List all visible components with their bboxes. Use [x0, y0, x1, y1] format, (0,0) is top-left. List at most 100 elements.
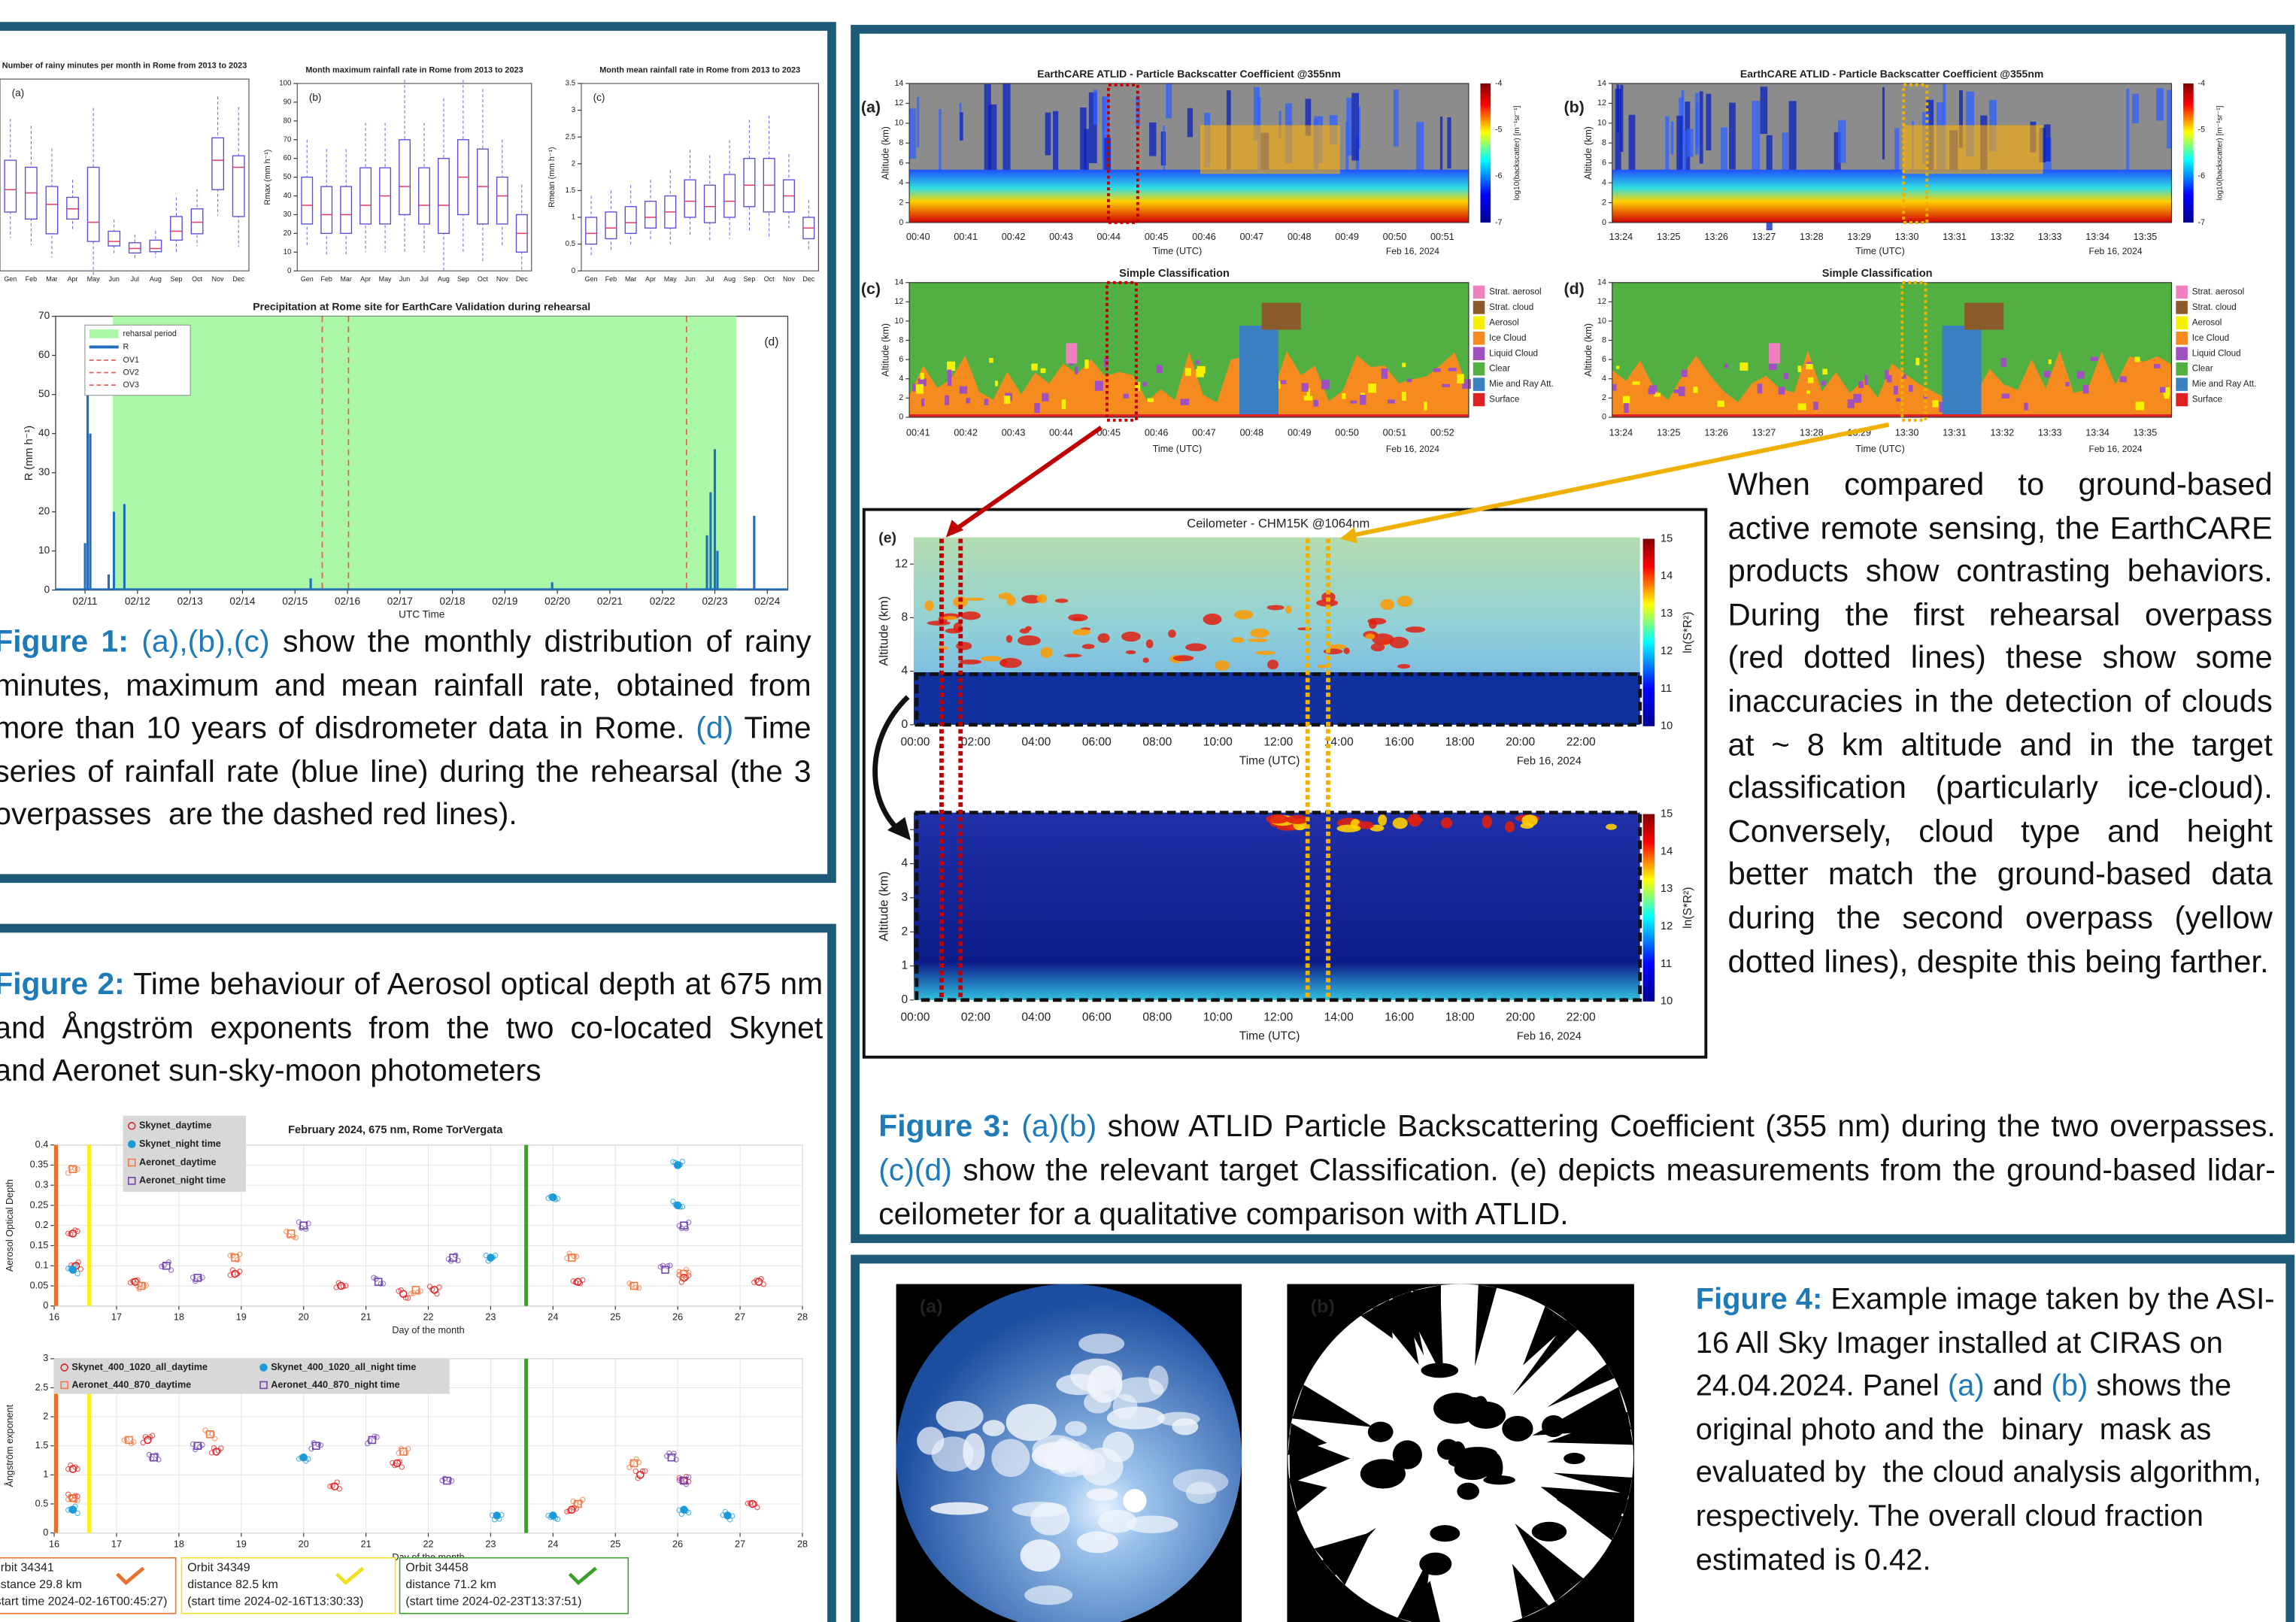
axis-label: Time (UTC) [1153, 444, 1203, 454]
y-tick-label: 70 [38, 310, 50, 321]
axis-label: log10(backscatter) [m⁻¹sr⁻¹] [1513, 105, 1521, 200]
quicklook-aerosol [909, 170, 1469, 223]
quicklook-streak [1695, 92, 1699, 154]
legend-swatch [2176, 301, 2188, 314]
date-label: Feb 16, 2024 [1386, 246, 1439, 256]
cloud-streak [1378, 814, 1387, 826]
class-aerosol [984, 399, 989, 405]
cloud-streak [1232, 637, 1245, 643]
cloud-streak [1037, 594, 1047, 603]
x-tick-label: 13:30 [1895, 232, 1919, 242]
x-tick-label: 08:00 [1142, 735, 1172, 748]
axis-label: Aerosol Optical Depth [5, 1179, 15, 1272]
x-tick-label: 13:25 [1657, 428, 1681, 438]
class-aerosol [945, 396, 949, 405]
class-attenuated [1943, 326, 1982, 414]
cloud-streak [998, 593, 1012, 599]
x-tick-label: 04:00 [1021, 735, 1051, 748]
class-aerosol [1797, 403, 1806, 410]
cloud-streak [1267, 659, 1278, 669]
panel-label: (b) [1564, 99, 1584, 117]
chart-title: Simple Classification [1822, 268, 1933, 280]
cloud-streak [1215, 660, 1230, 671]
y-tick-label: 8 [1602, 335, 1606, 344]
x-tick-label: 13:26 [1704, 232, 1728, 242]
y-tick-label: 60 [284, 154, 292, 162]
point [724, 1512, 731, 1519]
mask-cloud [1458, 1447, 1497, 1460]
cloud-streak [1397, 664, 1410, 669]
cloud-streak [1006, 635, 1013, 643]
x-tick-label: 00:42 [1002, 232, 1026, 242]
class-aerosol [1031, 364, 1037, 371]
panel-label: (c) [861, 280, 881, 298]
x-tick-label: 02/15 [282, 596, 308, 607]
box [87, 167, 99, 241]
x-tick-label: 00:44 [1049, 428, 1073, 438]
x-tick-label: Aug [438, 275, 450, 283]
cloud-streak [1606, 824, 1617, 830]
class-aerosol [1779, 387, 1785, 394]
cloud-streak [1372, 633, 1394, 644]
x-tick-label: Oct [764, 275, 775, 283]
x-tick-label: Jun [399, 275, 410, 283]
x-tick-label: 02/22 [650, 596, 675, 607]
caption-run: Figure 3: [878, 1110, 1011, 1144]
quicklook-streak [1729, 103, 1736, 170]
mask-cloud [1430, 1525, 1460, 1542]
y-tick-label: 0 [287, 267, 292, 275]
class-aerosol [1813, 402, 1818, 410]
panel-label: (a) [12, 87, 25, 99]
class-aerosol [1932, 400, 1938, 407]
colorbar-tick: -6 [1495, 171, 1503, 180]
orbit-text: distance 71.2 km [405, 1578, 496, 1591]
class-aerosol [1402, 362, 1406, 367]
y-tick-label: 60 [38, 349, 50, 360]
x-tick-label: 13:33 [2038, 428, 2062, 438]
x-tick-label: Apr [68, 275, 78, 283]
x-tick-label: Apr [645, 275, 656, 283]
class-aerosol [948, 369, 951, 378]
box [5, 160, 16, 212]
figure4-caption: Figure 4: Example image taken by the ASI… [1696, 1278, 2282, 1581]
x-tick-label: 13:32 [1991, 232, 2015, 242]
legend-label: Skynet_400_1020_all_night time [271, 1362, 416, 1372]
cloud-streak [1142, 657, 1148, 662]
class-aerosol [1084, 359, 1088, 368]
x-tick-label: 02:00 [961, 735, 990, 748]
x-tick-label: Sep [171, 275, 183, 283]
x-tick-label: 22:00 [1567, 735, 1596, 748]
x-tick-label: Oct [478, 275, 488, 283]
x-tick-label: Jun [108, 275, 119, 283]
date-label: Feb 16, 2024 [1517, 1030, 1582, 1042]
x-tick-label: 13:24 [1609, 428, 1633, 438]
cloud-streak [1185, 643, 1206, 651]
x-tick-label: Mar [340, 275, 351, 283]
class-strat-aerosol [1066, 343, 1077, 363]
quicklook-streak [2126, 89, 2129, 172]
class-aerosol [1693, 387, 1697, 393]
class-aerosol [1848, 399, 1855, 408]
y-tick-label: 0 [43, 1300, 48, 1311]
quicklook-streak [1166, 83, 1172, 118]
class-aerosol [1075, 366, 1078, 374]
x-tick-label: 25 [610, 1539, 620, 1550]
legend-label: OV2 [123, 368, 139, 377]
class-aerosol [1402, 392, 1406, 401]
legend-swatch [2176, 393, 2188, 407]
class-aerosol [2001, 358, 2007, 367]
panel-label: (c) [593, 92, 605, 103]
box [438, 159, 450, 234]
class-aerosol [1909, 385, 1912, 392]
legend-label: Aerosol [1489, 317, 1519, 327]
quicklook-streak [1187, 108, 1193, 138]
x-tick-label: 00:47 [1240, 232, 1264, 242]
box [321, 186, 332, 233]
quicklook-aerosol [1612, 170, 2172, 223]
x-tick-label: 13:31 [1943, 428, 1967, 438]
y-tick-label: 4 [1602, 374, 1606, 384]
class-aerosol [1004, 396, 1011, 404]
panel-label: (a) [861, 99, 881, 117]
cloud-streak [1267, 605, 1284, 611]
caption-run: show the relevant target Classification.… [878, 1154, 2276, 1231]
